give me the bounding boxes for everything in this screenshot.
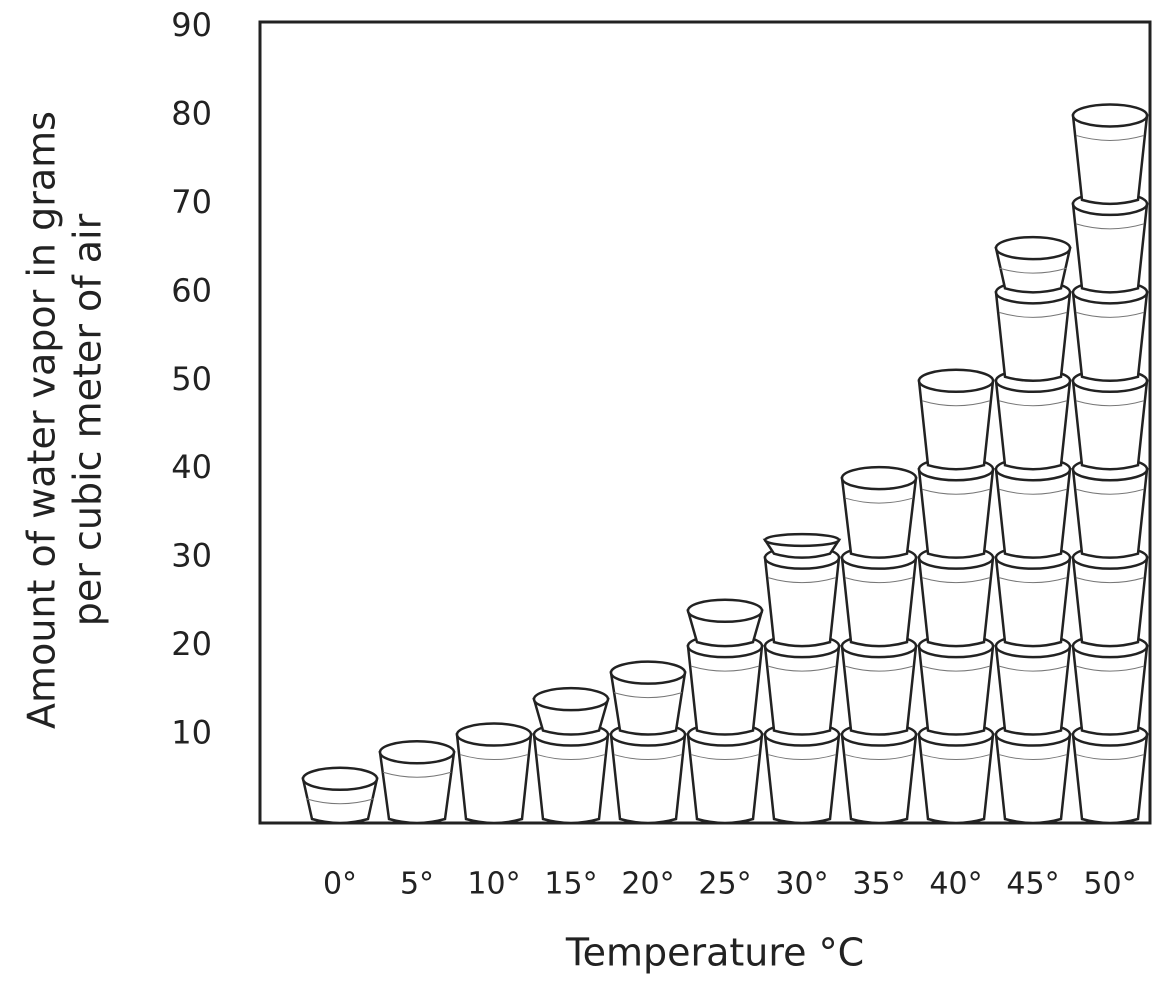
y-axis-label: per cubic meter of air <box>66 213 110 626</box>
cup-body <box>842 558 916 646</box>
cup-body <box>996 292 1070 380</box>
cup-body <box>1073 469 1147 557</box>
x-tick-label: 25° <box>698 867 751 902</box>
cup-body <box>842 646 916 734</box>
cup-body <box>996 735 1070 823</box>
cup-rim <box>303 768 377 790</box>
x-tick-label: 40° <box>929 867 982 902</box>
cup-body <box>1073 381 1147 469</box>
cup-body <box>765 735 839 823</box>
cup-rim <box>996 237 1070 259</box>
cup-stack <box>534 688 608 823</box>
cup-body <box>765 646 839 734</box>
x-tick-label: 15° <box>544 867 597 902</box>
cup-body <box>919 558 993 646</box>
cup-body <box>1073 115 1147 203</box>
cup-stack <box>996 237 1070 823</box>
cup-body <box>919 735 993 823</box>
cup-body <box>1073 292 1147 380</box>
cup-body <box>919 381 993 469</box>
cup-body <box>534 735 608 823</box>
cup-stack <box>1073 104 1147 823</box>
cup-rim <box>919 370 993 392</box>
y-tick-label: 50 <box>171 360 212 398</box>
cup-stack <box>303 768 377 823</box>
cup-body <box>919 646 993 734</box>
y-tick-label: 40 <box>171 448 212 486</box>
cup-stack <box>765 534 839 823</box>
cup-body <box>996 381 1070 469</box>
cup-stack <box>842 467 916 823</box>
x-tick-label: 5° <box>400 867 434 902</box>
x-tick-label: 0° <box>323 867 357 902</box>
y-tick-label: 20 <box>171 625 212 663</box>
cup-body <box>919 469 993 557</box>
x-tick-label: 35° <box>852 867 905 902</box>
cup-body <box>688 646 762 734</box>
cup-stack <box>611 662 685 823</box>
cup-body <box>457 735 531 823</box>
y-tick-label: 70 <box>171 183 212 221</box>
cup-stack <box>688 600 762 823</box>
y-tick-label: 90 <box>171 6 212 44</box>
y-tick-label: 30 <box>171 537 212 575</box>
cup-rim <box>765 534 839 546</box>
y-axis-label: Amount of water vapor in grams <box>20 111 64 729</box>
y-tick-label: 60 <box>171 271 212 309</box>
x-axis-label: Temperature °C <box>565 931 864 975</box>
cup-body <box>996 558 1070 646</box>
cup-body <box>611 735 685 823</box>
cup-body <box>996 646 1070 734</box>
y-tick-label: 80 <box>171 94 212 132</box>
cup-body <box>688 735 762 823</box>
cup-rim <box>842 467 916 489</box>
cup-body <box>842 735 916 823</box>
x-tick-label: 10° <box>467 867 520 902</box>
cup-rim <box>611 662 685 684</box>
cup-stack <box>919 370 993 823</box>
cup-stack <box>457 724 531 823</box>
y-tick-label: 10 <box>171 714 212 752</box>
x-tick-label: 50° <box>1083 867 1136 902</box>
cup-body <box>996 469 1070 557</box>
chart: Amount of water vapor in grams per cubic… <box>0 0 1156 983</box>
cup-rim <box>380 741 454 763</box>
cup-stack <box>380 741 454 823</box>
x-tick-label: 20° <box>621 867 674 902</box>
cup-body <box>1073 204 1147 292</box>
x-tick-label: 30° <box>775 867 828 902</box>
cup-rim <box>1073 104 1147 126</box>
cup-rim <box>688 600 762 622</box>
cup-body <box>1073 646 1147 734</box>
cup-body <box>1073 735 1147 823</box>
cup-rim <box>457 724 531 746</box>
cup-body <box>765 558 839 646</box>
x-tick-label: 45° <box>1006 867 1059 902</box>
cup-rim <box>534 688 608 710</box>
cup-body <box>1073 558 1147 646</box>
